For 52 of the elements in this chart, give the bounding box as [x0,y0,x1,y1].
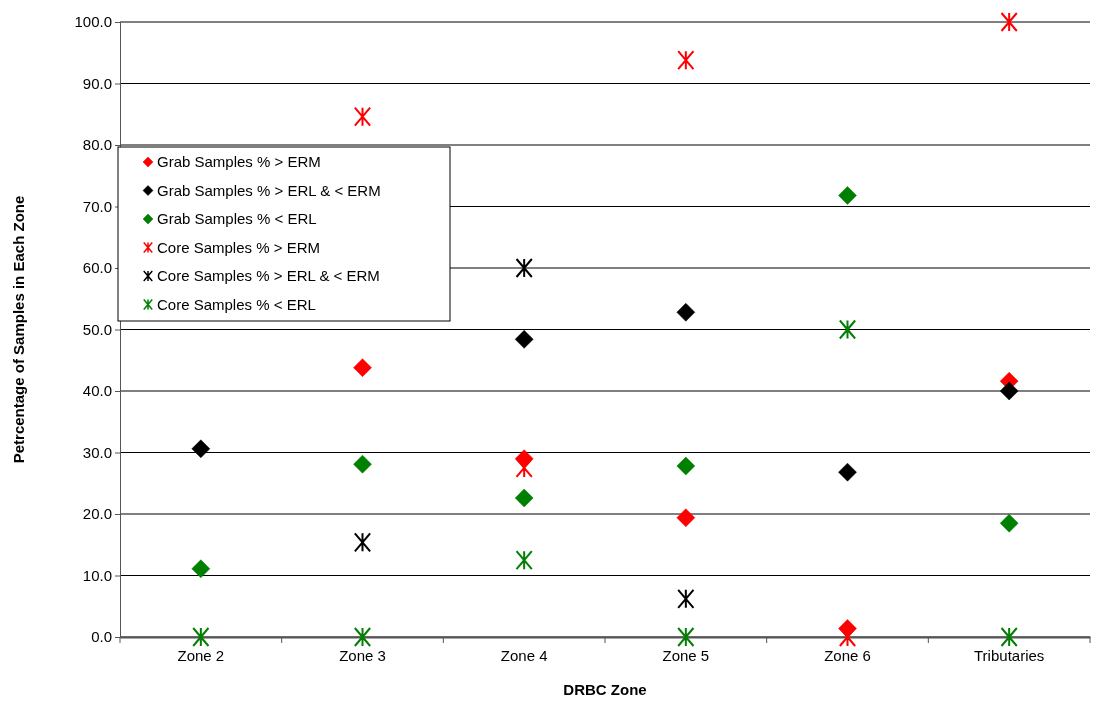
point [515,550,533,571]
x-tick-label: Zone 5 [662,647,710,664]
point [677,588,695,609]
point [677,50,695,71]
point [1000,627,1018,647]
x-axis-title: DRBC Zone [563,681,647,698]
y-tick-label: 90.0 [82,74,112,92]
point [514,330,534,349]
y-tick-label: 70.0 [82,197,112,215]
point [192,627,210,647]
point [838,186,857,205]
y-tick-label: 10.0 [82,566,112,584]
point [515,457,533,478]
point [353,358,372,377]
point [353,532,372,553]
point [838,627,857,647]
point [515,258,533,278]
point [353,627,372,647]
x-tick-label: Zone 6 [824,647,871,664]
y-tick-label: 80.0 [82,136,112,154]
point [191,559,211,578]
y-tick-label: 60.0 [82,259,112,277]
point [514,488,534,508]
point [191,439,211,459]
point [1000,12,1018,32]
legend-label: Grab Samples % > ERM [157,153,321,170]
legend-label: Core Samples % > ERL & < ERM [157,267,380,284]
point [677,627,695,647]
legend-label: Grab Samples % > ERL & < ERM [157,181,381,199]
point [676,508,696,527]
x-tick-label: Tributaries [974,647,1045,664]
legend-label: Core Samples % > ERM [157,238,320,256]
y-tick-label: 100.0 [74,13,112,31]
x-tick-label: Zone 4 [500,647,548,664]
point [999,381,1019,401]
point [838,462,857,482]
y-tick-label: 50.0 [82,320,112,338]
y-tick-label: 0.0 [91,628,112,646]
y-tick-label: 20.0 [82,505,112,523]
x-tick-label: Zone 2 [177,647,225,664]
point [838,319,857,340]
y-axis-title: Petrcentage of Samples in Each Zone [10,195,27,464]
legend-label: Grab Samples % < ERL [157,210,317,227]
legend-label: Core Samples % < ERL [157,295,316,313]
y-tick-label: 30.0 [82,443,112,461]
point [999,513,1019,533]
point [353,106,372,127]
point [353,454,372,474]
point [676,303,696,322]
y-tick-label: 40.0 [82,382,112,400]
x-tick-label: Zone 3 [339,647,386,664]
point [676,456,696,476]
